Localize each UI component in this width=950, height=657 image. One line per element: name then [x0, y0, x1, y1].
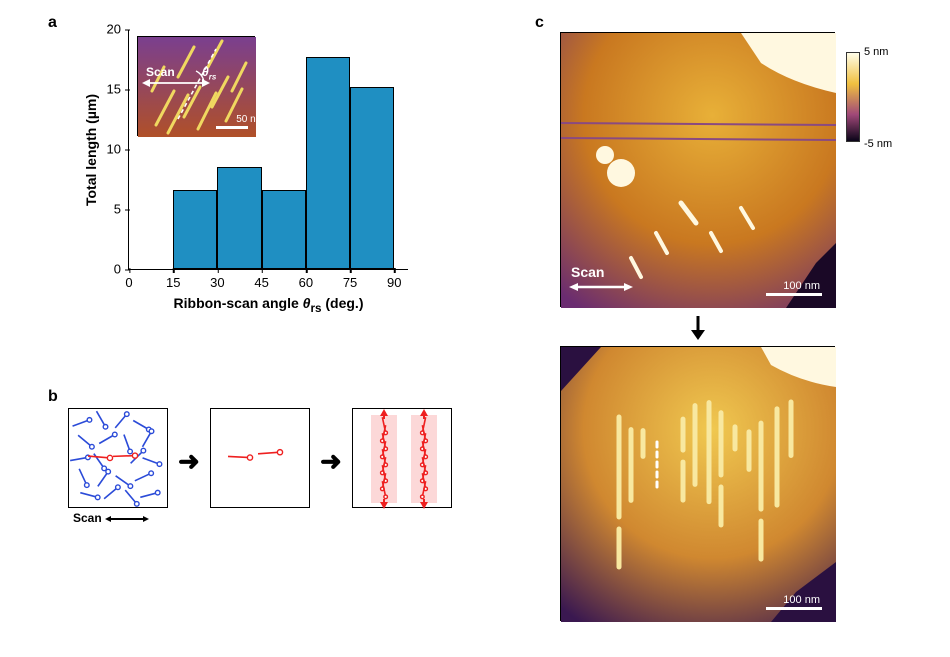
chart-a-plot-area: Total length (µm) Ribbon-scan angle θrs … — [128, 30, 408, 270]
scalebar-c2 — [766, 607, 822, 610]
down-arrow-icon — [688, 314, 708, 340]
panel-b-label: b — [48, 388, 58, 406]
chart-a-ytick: 10 — [107, 142, 129, 157]
figure-root: a b c Total length (µm) Ribbon-scan angl… — [0, 0, 950, 657]
chart-a-xlabel-suffix: (deg.) — [321, 295, 363, 311]
chart-a-xtick: 0 — [125, 269, 132, 290]
chart-a-ylabel: Total length (µm) — [83, 93, 99, 205]
inset-angle-label: θrs — [202, 65, 216, 81]
colorbar-min-label: -5 nm — [864, 138, 892, 150]
inset-scalebar — [216, 126, 248, 129]
chart-a-bar — [173, 190, 217, 269]
chart-a-xtick: 75 — [343, 269, 357, 290]
scan-label-b-text: Scan — [73, 511, 102, 525]
inset-scalebar-label: 50 nm — [236, 114, 264, 125]
panel-a-label: a — [48, 14, 57, 32]
scalebar-c2-label: 100 nm — [783, 594, 820, 606]
chart-a-bar — [306, 57, 350, 269]
arrow-b1: ➜ — [178, 446, 200, 477]
chart-a-bar — [217, 167, 261, 269]
chart-a-xlabel-prefix: Ribbon-scan angle — [174, 295, 303, 311]
chart-a-ytick: 5 — [114, 202, 129, 217]
scalebar-c1 — [766, 293, 822, 296]
chart-a-xtick: 30 — [210, 269, 224, 290]
chart-a-inset: Scanθrs50 nm — [137, 36, 255, 136]
arrow-b2: ➜ — [320, 446, 342, 477]
chart-a-xlabel-theta: θ — [303, 295, 311, 311]
schematic1-svg — [69, 409, 169, 509]
panel-b-container: Scan ➜ ➜ — [68, 398, 448, 558]
chart-a-xlabel: Ribbon-scan angle θrs (deg.) — [174, 295, 364, 315]
colorbar — [846, 52, 860, 142]
chart-a-ytick: 20 — [107, 22, 129, 37]
chart-a-xtick: 60 — [299, 269, 313, 290]
chart-a-bar — [350, 87, 394, 269]
panel-c-container: Scan 100 nm 5 nm -5 nm 100 nm — [540, 20, 920, 630]
scan-arrow-icon-b — [105, 513, 149, 525]
chart-a-xtick: 90 — [387, 269, 401, 290]
chart-a-ytick: 15 — [107, 82, 129, 97]
schematic-box-2 — [210, 408, 310, 508]
schematic2-svg — [211, 409, 311, 509]
chart-a-xtick: 15 — [166, 269, 180, 290]
chart-a-xlabel-rs: rs — [310, 302, 321, 315]
chart-a-container: Total length (µm) Ribbon-scan angle θrs … — [68, 20, 428, 320]
scan-label-c: Scan — [571, 264, 604, 280]
chart-a-xtick: 45 — [254, 269, 268, 290]
schematic-box-3 — [352, 408, 452, 508]
colorbar-max-label: 5 nm — [864, 46, 888, 58]
afm-image-2: 100 nm — [560, 346, 835, 621]
afm-image-1: Scan 100 nm — [560, 32, 835, 307]
schematic3-svg — [353, 409, 453, 509]
scan-label-b: Scan — [73, 511, 149, 525]
chart-a-bar — [262, 190, 306, 269]
inset-scan-label: Scan — [146, 65, 175, 79]
schematic-box-1: Scan — [68, 408, 168, 508]
scalebar-c1-label: 100 nm — [783, 280, 820, 292]
